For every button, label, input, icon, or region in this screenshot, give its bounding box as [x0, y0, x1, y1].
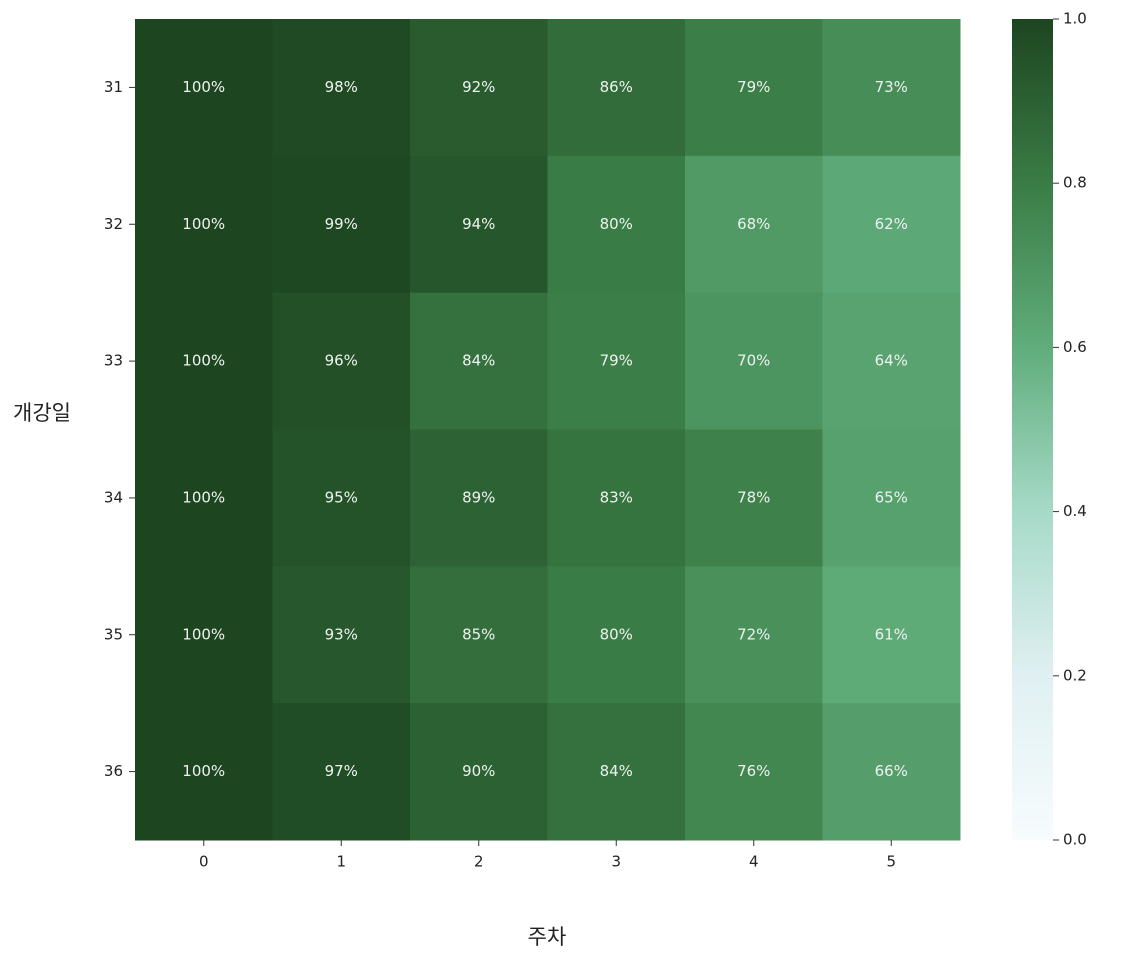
cell: [410, 703, 548, 841]
value-label: 100%: [182, 352, 225, 370]
x-tick-label: 3: [611, 853, 621, 871]
cell: [410, 19, 548, 157]
cell: [272, 155, 411, 294]
value-label: 100%: [182, 215, 225, 233]
value-label: 96%: [325, 352, 358, 370]
x-axis-label: 주차: [528, 925, 567, 949]
cell: [547, 703, 686, 841]
y-axis-label: 개강일: [13, 401, 71, 425]
cell: [135, 703, 273, 841]
cell: [272, 703, 411, 841]
cell: [822, 19, 961, 157]
value-label: 72%: [737, 625, 770, 643]
cell: [685, 429, 823, 567]
value-label: 84%: [600, 762, 633, 780]
x-tick-label: 5: [886, 853, 896, 871]
value-label: 79%: [737, 78, 770, 96]
cell: [685, 19, 823, 157]
y-tick-label: 32: [104, 215, 123, 233]
value-label: 97%: [325, 762, 358, 780]
cell: [822, 566, 961, 704]
y-tick-label: 36: [104, 762, 123, 780]
cell: [547, 292, 686, 430]
value-label: 92%: [462, 78, 495, 96]
value-label: 83%: [600, 488, 633, 506]
value-label: 94%: [462, 215, 495, 233]
value-label: 93%: [325, 625, 358, 643]
cell: [410, 566, 548, 704]
cell: [547, 566, 686, 704]
value-label: 84%: [462, 352, 495, 370]
cell: [135, 19, 273, 157]
x-tick-label: 2: [474, 853, 484, 871]
value-label: 100%: [182, 625, 225, 643]
value-label: 70%: [737, 352, 770, 370]
y-tick-label: 31: [104, 78, 123, 96]
colorbar-tick-label: 0.4: [1063, 502, 1087, 520]
value-label: 95%: [325, 488, 358, 506]
cell: [410, 429, 548, 567]
x-tick-label: 0: [199, 853, 209, 871]
cell: [272, 566, 411, 704]
colorbar-tick-label: 1.0: [1063, 10, 1087, 28]
cell: [685, 566, 823, 704]
x-tick-label: 4: [749, 853, 759, 871]
value-label: 99%: [325, 215, 358, 233]
cell: [135, 292, 273, 430]
cell: [822, 292, 961, 430]
y-tick-label: 35: [104, 625, 123, 643]
value-label: 89%: [462, 488, 495, 506]
cell: [822, 703, 961, 841]
value-label: 100%: [182, 762, 225, 780]
value-label: 80%: [600, 625, 633, 643]
value-label: 100%: [182, 488, 225, 506]
cell: [135, 566, 273, 704]
colorbar: [1012, 19, 1053, 840]
value-label: 100%: [182, 78, 225, 96]
value-label: 78%: [737, 488, 770, 506]
colorbar-tick-label: 0.6: [1063, 338, 1087, 356]
colorbar-tick-label: 0.0: [1063, 831, 1087, 849]
cell: [547, 155, 686, 294]
cell: [685, 155, 823, 294]
x-tick-label: 1: [336, 853, 346, 871]
value-label: 64%: [875, 352, 908, 370]
cell: [822, 155, 961, 294]
value-label: 68%: [737, 215, 770, 233]
y-tick-label: 34: [104, 488, 123, 506]
colorbar-tick-label: 0.2: [1063, 666, 1087, 684]
value-label: 76%: [737, 762, 770, 780]
value-label: 90%: [462, 762, 495, 780]
value-label: 98%: [325, 78, 358, 96]
cell: [547, 429, 686, 567]
cell: [272, 292, 411, 430]
colorbar-tick-label: 0.8: [1063, 174, 1087, 192]
cell: [272, 429, 411, 567]
value-label: 79%: [600, 352, 633, 370]
y-tick-label: 33: [104, 352, 123, 370]
value-label: 86%: [600, 78, 633, 96]
cell: [410, 155, 548, 294]
cell: [410, 292, 548, 430]
cell: [822, 429, 961, 567]
cell: [272, 19, 411, 157]
value-label: 73%: [875, 78, 908, 96]
cell: [547, 19, 686, 157]
value-label: 62%: [875, 215, 908, 233]
value-label: 66%: [875, 762, 908, 780]
cell: [135, 155, 273, 294]
value-label: 85%: [462, 625, 495, 643]
cell: [685, 292, 823, 430]
value-label: 61%: [875, 625, 908, 643]
value-label: 65%: [875, 488, 908, 506]
value-label: 80%: [600, 215, 633, 233]
cell: [135, 429, 273, 567]
cell: [685, 703, 823, 841]
